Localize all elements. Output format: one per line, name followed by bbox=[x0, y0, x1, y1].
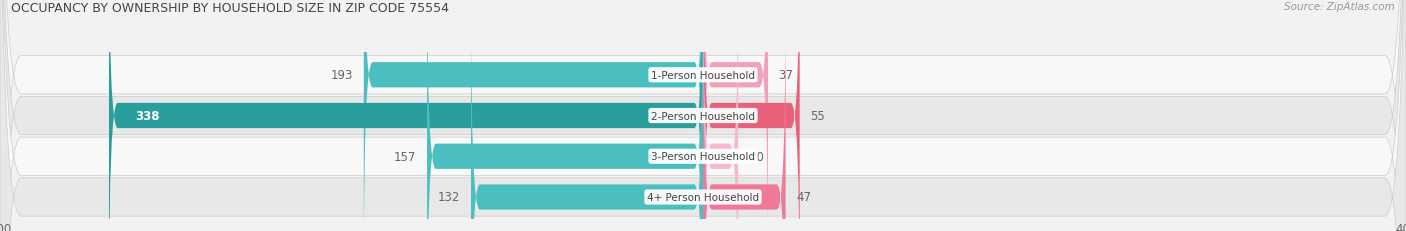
Text: 2-Person Household: 2-Person Household bbox=[651, 111, 755, 121]
Text: 55: 55 bbox=[810, 109, 825, 122]
FancyBboxPatch shape bbox=[703, 0, 738, 231]
Text: 37: 37 bbox=[779, 69, 793, 82]
FancyBboxPatch shape bbox=[703, 0, 800, 231]
Text: 47: 47 bbox=[796, 191, 811, 204]
Text: 157: 157 bbox=[394, 150, 416, 163]
Text: OCCUPANCY BY OWNERSHIP BY HOUSEHOLD SIZE IN ZIP CODE 75554: OCCUPANCY BY OWNERSHIP BY HOUSEHOLD SIZE… bbox=[11, 2, 450, 15]
Text: 4+ Person Household: 4+ Person Household bbox=[647, 192, 759, 202]
FancyBboxPatch shape bbox=[703, 0, 768, 231]
Text: 338: 338 bbox=[135, 109, 160, 122]
FancyBboxPatch shape bbox=[364, 0, 703, 231]
Text: 20: 20 bbox=[749, 150, 763, 163]
Text: Source: ZipAtlas.com: Source: ZipAtlas.com bbox=[1284, 2, 1395, 12]
FancyBboxPatch shape bbox=[703, 7, 786, 231]
Text: 132: 132 bbox=[439, 191, 461, 204]
FancyBboxPatch shape bbox=[427, 0, 703, 231]
FancyBboxPatch shape bbox=[471, 7, 703, 231]
Text: 3-Person Household: 3-Person Household bbox=[651, 152, 755, 161]
FancyBboxPatch shape bbox=[110, 0, 703, 231]
Text: 1-Person Household: 1-Person Household bbox=[651, 70, 755, 80]
Text: 193: 193 bbox=[330, 69, 353, 82]
